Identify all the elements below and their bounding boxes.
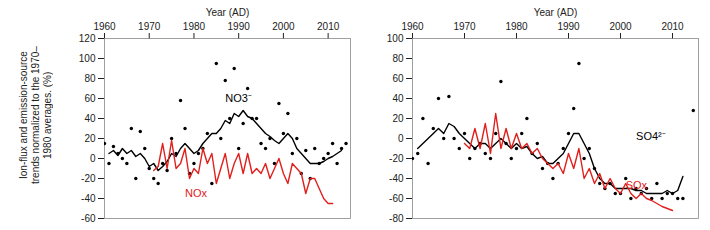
svg-text:20: 20 (392, 113, 404, 124)
svg-text:0: 0 (90, 153, 96, 164)
svg-text:-40: -40 (81, 193, 96, 204)
svg-text:60: 60 (392, 73, 404, 84)
svg-text:-60: -60 (81, 213, 96, 224)
svg-text:40: 40 (392, 93, 404, 104)
svg-text:2000: 2000 (609, 21, 632, 32)
svg-text:1990: 1990 (557, 21, 580, 32)
svg-text:20: 20 (84, 133, 96, 144)
svg-text:1990: 1990 (228, 21, 251, 32)
svg-text:100: 100 (79, 53, 96, 64)
svg-text:NO3⁻: NO3⁻ (225, 92, 252, 104)
svg-text:NOx: NOx (185, 187, 208, 199)
svg-text:SO4²⁻: SO4²⁻ (636, 130, 666, 142)
svg-text:2010: 2010 (661, 21, 684, 32)
svg-text:40: 40 (84, 113, 96, 124)
svg-text:80: 80 (84, 73, 96, 84)
svg-text:2000: 2000 (272, 21, 295, 32)
svg-text:-40: -40 (389, 173, 404, 184)
html-text:Ion-flux and emission-source t: Ion-flux and emission-source trends norm… (18, 46, 53, 184)
svg-text:Year (AD): Year (AD) (206, 7, 250, 18)
svg-text:SOx: SOx (626, 179, 648, 191)
svg-text:1960: 1960 (401, 21, 424, 32)
svg-text:1970: 1970 (138, 21, 161, 32)
svg-text:1980: 1980 (183, 21, 206, 32)
svg-text:1960: 1960 (93, 21, 116, 32)
svg-text:-20: -20 (389, 153, 404, 164)
svg-text:1980: 1980 (505, 21, 528, 32)
svg-text:-20: -20 (81, 173, 96, 184)
svg-text:1970: 1970 (453, 21, 476, 32)
svg-text:100: 100 (387, 33, 404, 44)
svg-text:-60: -60 (389, 193, 404, 204)
svg-text:120: 120 (79, 33, 96, 44)
svg-text:60: 60 (84, 93, 96, 104)
svg-text:2010: 2010 (317, 21, 340, 32)
svg-text:0: 0 (398, 133, 404, 144)
svg-text:Year (AD): Year (AD) (534, 7, 578, 18)
svg-text:-80: -80 (389, 213, 404, 224)
svg-text:80: 80 (392, 53, 404, 64)
